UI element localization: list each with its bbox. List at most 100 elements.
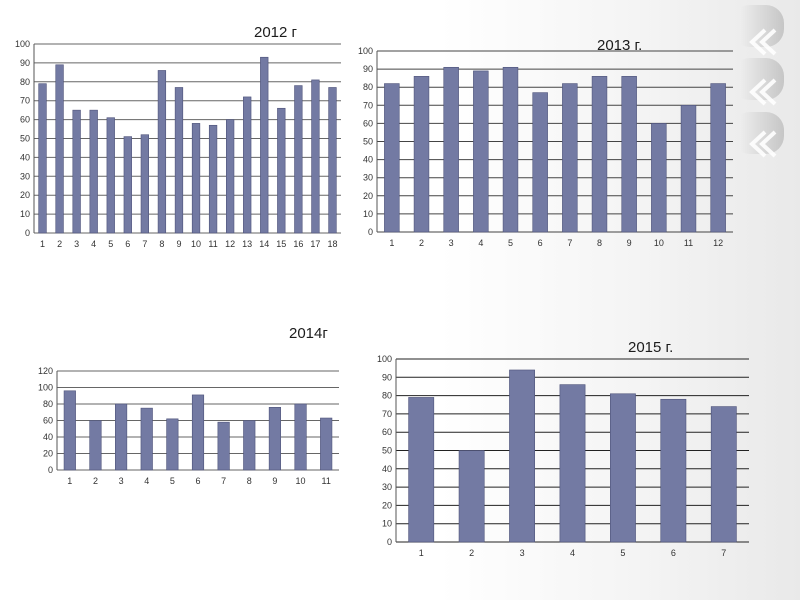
x-tick-label: 5 xyxy=(108,239,113,249)
y-tick-label: 80 xyxy=(20,77,30,87)
bar xyxy=(458,450,485,543)
y-tick-label: 40 xyxy=(20,152,30,162)
y-tick-label: 80 xyxy=(382,391,392,401)
y-tick-label: 120 xyxy=(38,366,53,376)
y-tick-label: 50 xyxy=(20,134,30,144)
bar xyxy=(123,136,132,234)
x-tick-label: 8 xyxy=(597,238,602,248)
bar xyxy=(72,109,81,234)
chart-title: 2014г xyxy=(289,325,328,342)
x-tick-label: 10 xyxy=(191,239,201,249)
x-tick-label: 9 xyxy=(176,239,181,249)
y-tick-label: 40 xyxy=(382,464,392,474)
x-tick-label: 15 xyxy=(276,239,286,249)
x-tick-label: 4 xyxy=(91,239,96,249)
x-tick-label: 4 xyxy=(478,238,483,248)
x-tick-label: 2 xyxy=(469,548,474,558)
y-tick-label: 0 xyxy=(387,537,392,547)
bar xyxy=(610,393,636,543)
bar xyxy=(63,390,76,471)
bar xyxy=(277,107,286,234)
y-tick-label: 70 xyxy=(20,96,30,106)
y-tick-label: 100 xyxy=(377,354,392,364)
x-tick-label: 9 xyxy=(627,238,632,248)
bar xyxy=(294,403,307,471)
chart-2012: 2012 г 0 10 20 30 40 50 60 70 80 90 100 1 2 3 4 5 6 7 8 9 10… xyxy=(0,0,350,260)
double-chevron-left-icon xyxy=(749,28,777,158)
bar xyxy=(408,397,435,543)
bar xyxy=(243,96,252,234)
bar xyxy=(174,87,184,234)
bar xyxy=(532,92,548,233)
x-tick-label: 3 xyxy=(520,548,525,558)
bar xyxy=(89,420,102,471)
y-tick-label: 20 xyxy=(20,190,30,200)
chart-2014: 2014г 0 20 40 60 80 100 120 1 2 3 4 5 6 7 8 9 10 11 xyxy=(0,300,350,500)
bar xyxy=(710,83,726,233)
x-tick-label: 5 xyxy=(620,548,625,558)
bar xyxy=(217,421,230,471)
y-tick-label: 80 xyxy=(43,399,53,409)
bar xyxy=(115,403,128,471)
x-tick-label: 6 xyxy=(538,238,543,248)
x-tick-label: 5 xyxy=(170,476,175,486)
y-tick-label: 40 xyxy=(43,432,53,442)
bar xyxy=(140,134,149,234)
x-tick-label: 5 xyxy=(508,238,513,248)
y-tick-label: 50 xyxy=(382,446,392,456)
y-tick-label: 60 xyxy=(363,118,373,128)
x-tick-label: 1 xyxy=(419,548,424,558)
x-tick-label: 8 xyxy=(247,476,252,486)
bar xyxy=(55,64,64,234)
x-tick-label: 2 xyxy=(93,476,98,486)
bar xyxy=(328,87,337,234)
x-tick-label: 1 xyxy=(40,239,45,249)
bar xyxy=(191,123,201,234)
chart-2013: 2013 г. 0 10 20 30 40 50 60 70 80 90 100 1 2 3 4 5 6 7 8 9 1… xyxy=(0,0,800,260)
x-tick-label: 18 xyxy=(327,239,337,249)
bar xyxy=(208,124,218,234)
x-tick-label: 8 xyxy=(159,239,164,249)
x-tick-label: 7 xyxy=(721,548,726,558)
x-tick-label: 16 xyxy=(293,239,303,249)
bar xyxy=(260,56,269,234)
x-tick-label: 2 xyxy=(419,238,424,248)
y-tick-label: 50 xyxy=(363,137,373,147)
chart-title: 2012 г xyxy=(254,24,298,41)
y-tick-label: 30 xyxy=(382,482,392,492)
x-tick-label: 10 xyxy=(296,476,306,486)
y-tick-label: 60 xyxy=(382,427,392,437)
y-tick-label: 30 xyxy=(363,173,373,183)
ribbon-decoration xyxy=(740,5,784,158)
x-tick-label: 13 xyxy=(242,239,252,249)
bar xyxy=(413,76,430,233)
y-tick-label: 10 xyxy=(20,209,30,219)
x-tick-label: 12 xyxy=(713,238,723,248)
x-tick-label: 11 xyxy=(322,476,331,486)
bar xyxy=(502,66,519,233)
y-tick-label: 30 xyxy=(20,171,30,181)
y-tick-label: 10 xyxy=(363,209,373,219)
y-tick-label: 90 xyxy=(363,64,373,74)
bar xyxy=(89,109,98,234)
x-tick-label: 3 xyxy=(119,476,124,486)
y-tick-label: 90 xyxy=(20,58,30,68)
x-tick-label: 1 xyxy=(67,476,72,486)
bar xyxy=(226,119,235,234)
x-tick-label: 11 xyxy=(208,239,217,249)
y-tick-label: 60 xyxy=(20,115,30,125)
x-tick-label: 6 xyxy=(195,476,200,486)
bar xyxy=(243,420,256,471)
bar xyxy=(38,83,47,234)
chart-title: 2013 г. xyxy=(597,37,643,54)
bar xyxy=(621,76,637,233)
x-tick-label: 14 xyxy=(259,239,269,249)
bar xyxy=(311,79,320,234)
y-tick-label: 0 xyxy=(25,228,30,238)
x-tick-label: 11 xyxy=(684,238,693,248)
bar xyxy=(473,70,489,233)
y-tick-label: 100 xyxy=(358,46,373,56)
x-tick-label: 1 xyxy=(389,238,394,248)
x-tick-label: 7 xyxy=(142,239,147,249)
bar xyxy=(509,369,535,543)
